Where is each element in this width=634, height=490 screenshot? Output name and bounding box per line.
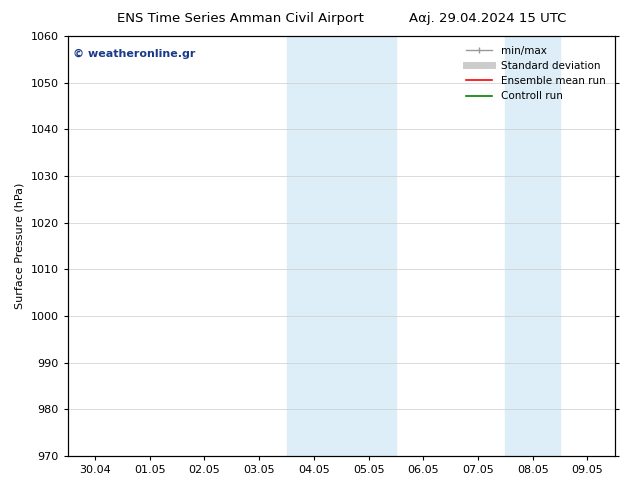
Text: Ααϳ. 29.04.2024 15 UTC: Ααϳ. 29.04.2024 15 UTC: [410, 12, 567, 25]
Bar: [341, 36, 396, 456]
Bar: [505, 36, 560, 456]
Text: © weatheronline.gr: © weatheronline.gr: [73, 49, 195, 59]
Y-axis label: Surface Pressure (hPa): Surface Pressure (hPa): [15, 183, 25, 309]
Text: ENS Time Series Amman Civil Airport: ENS Time Series Amman Civil Airport: [117, 12, 365, 25]
Bar: [287, 36, 341, 456]
Legend: min/max, Standard deviation, Ensemble mean run, Controll run: min/max, Standard deviation, Ensemble me…: [462, 41, 610, 105]
